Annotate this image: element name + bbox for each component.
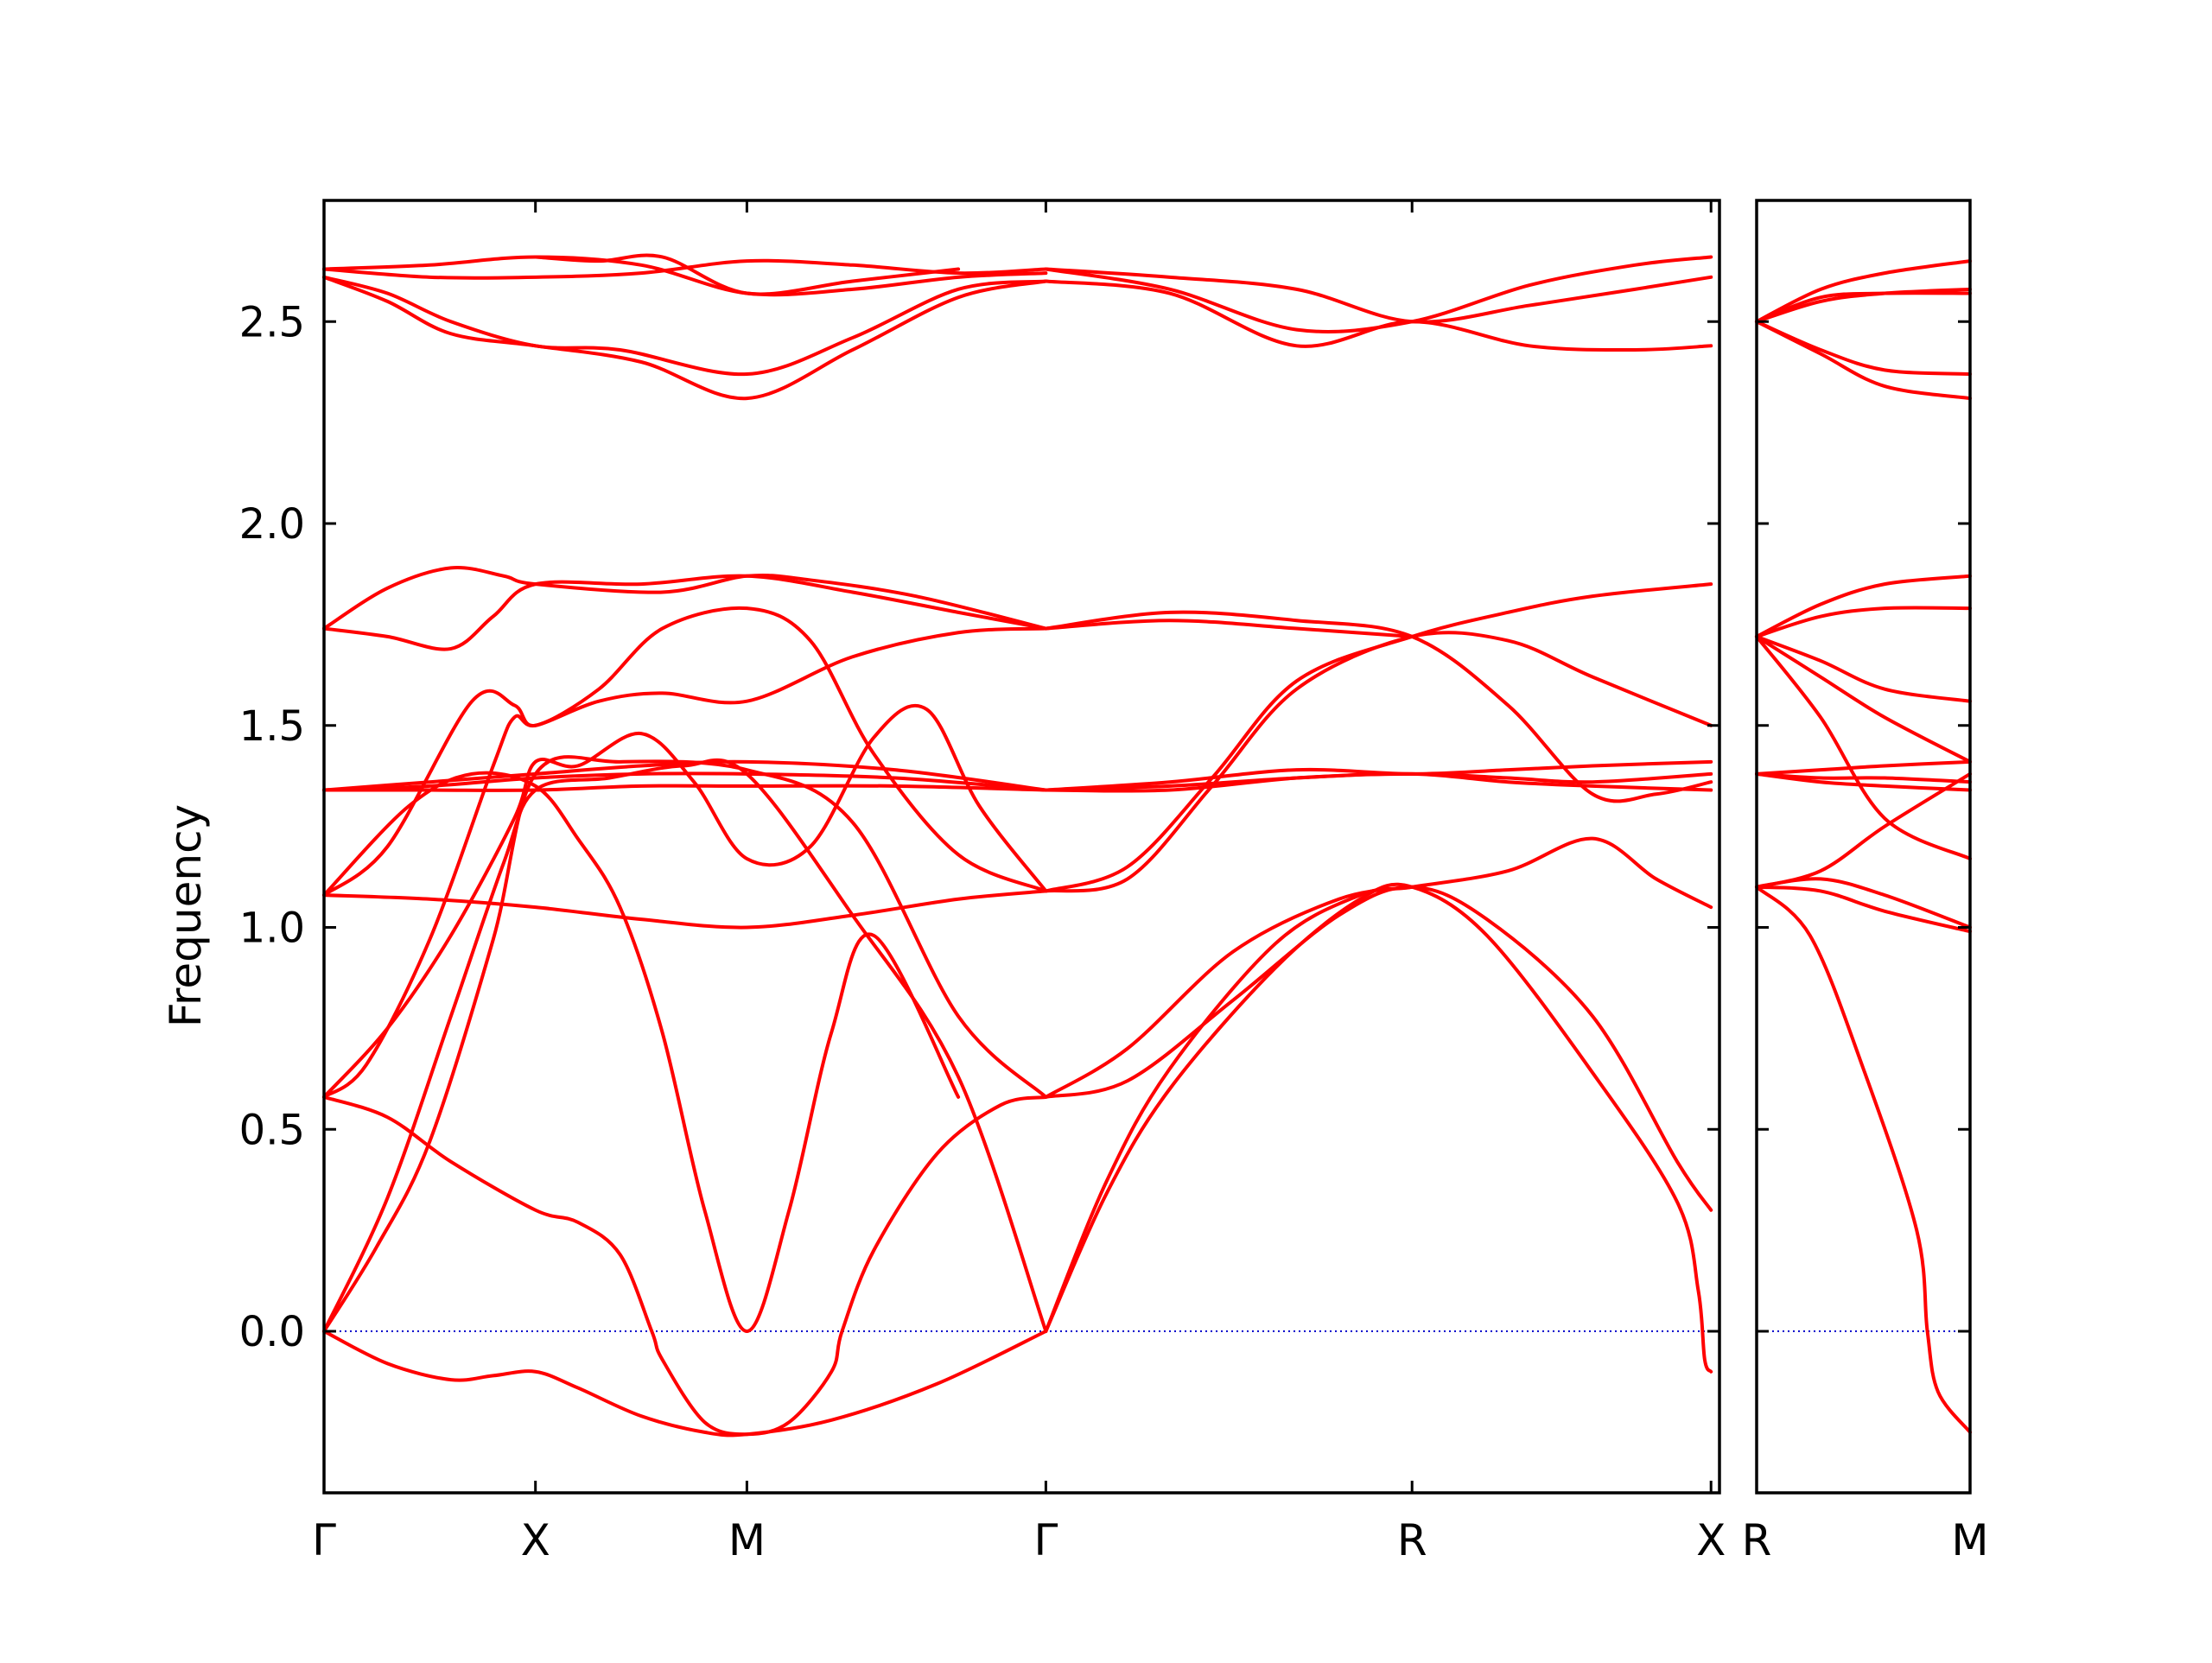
- y-tick-label: 0.5: [239, 1106, 305, 1154]
- axes-frame: [322, 199, 1721, 1495]
- band-line: [1755, 259, 1972, 324]
- band-line: [322, 566, 1048, 631]
- band-line: [322, 771, 1048, 792]
- band-line: [322, 703, 1048, 1099]
- band-line: [322, 771, 961, 1333]
- y-tick-label: 2.5: [239, 298, 305, 346]
- band-line: [1755, 320, 1972, 377]
- x-tick-label: M: [1951, 1515, 1988, 1565]
- band-line: [1755, 320, 1972, 401]
- band-line: [1755, 634, 1972, 764]
- y-tick-label: 1.0: [239, 904, 305, 953]
- band-line: [322, 759, 1048, 792]
- band-line: [1755, 759, 1972, 776]
- band-line: [533, 253, 961, 296]
- bands-layer: [322, 253, 1972, 1438]
- band-line: [322, 275, 1048, 401]
- band-line: [1044, 885, 1713, 1212]
- x-tick-label: Γ: [1033, 1515, 1058, 1565]
- axes-frame: [1755, 199, 1972, 1495]
- x-tick-label: M: [728, 1515, 766, 1565]
- band-line: [322, 255, 1048, 297]
- band-line: [322, 626, 1048, 1099]
- x-tick-label: R: [1397, 1515, 1427, 1565]
- x-tick-label: X: [521, 1515, 550, 1565]
- band-line: [1755, 574, 1972, 638]
- y-tick-label: 2.0: [239, 500, 305, 549]
- band-line: [1755, 634, 1972, 703]
- x-tick-label: Γ: [312, 1515, 336, 1565]
- band-line: [1044, 619, 1414, 638]
- band-line: [322, 275, 1048, 377]
- band-line: [1755, 634, 1972, 861]
- band-line: [322, 606, 1048, 898]
- band-line: [1755, 287, 1972, 324]
- band-line: [1044, 582, 1713, 893]
- band-line: [1044, 836, 1713, 1333]
- band-line: [1044, 631, 1713, 893]
- y-tick-label: 0.0: [239, 1308, 305, 1356]
- band-line: [1044, 267, 1713, 324]
- labels-layer: 0.00.51.01.52.02.5Γ X M Γ R X R M: [239, 298, 1989, 1565]
- band-line: [1755, 771, 1972, 784]
- band-line: [1755, 291, 1972, 324]
- x-tick-label: R: [1742, 1515, 1772, 1565]
- band-line: [1755, 606, 1972, 638]
- y-tick-label: 1.5: [239, 702, 305, 751]
- band-line: [322, 1330, 1048, 1438]
- band-line: [1044, 882, 1713, 1374]
- x-tick-label: X: [1696, 1515, 1726, 1565]
- band-line: [322, 574, 1048, 651]
- band-line: [1755, 885, 1972, 1434]
- band-line: [1044, 771, 1713, 793]
- band-line: [1044, 885, 1414, 1099]
- band-line: [1044, 279, 1713, 352]
- y-axis-label: Frequency: [161, 804, 211, 1027]
- axes-layer: [322, 199, 1972, 1495]
- band-line: [1044, 610, 1713, 803]
- band-line: [1755, 771, 1972, 792]
- ticks-layer: [322, 200, 1972, 1493]
- band-line: [322, 755, 1048, 1333]
- band-line: [322, 889, 1048, 930]
- band-line: [1755, 877, 1972, 930]
- band-line: [1755, 885, 1972, 934]
- band-line: [322, 1095, 1048, 1437]
- band-line: [322, 758, 1048, 1333]
